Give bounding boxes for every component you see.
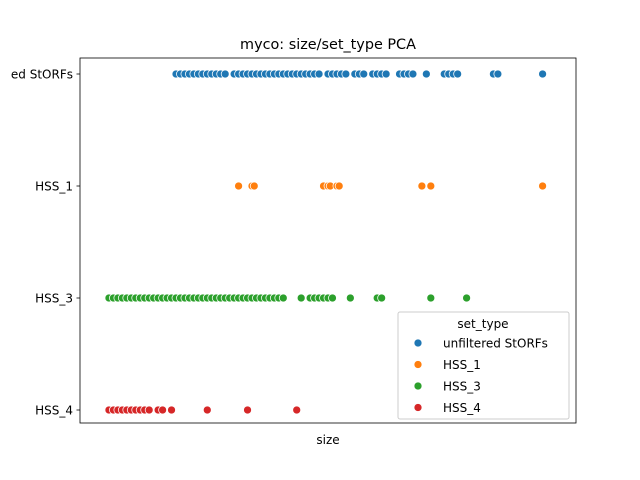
legend-title: set_type — [457, 317, 508, 331]
point-1-10 — [538, 181, 547, 191]
plot-frame — [79, 57, 577, 424]
point-3-11 — [158, 405, 167, 415]
x-axis-label: size — [316, 433, 339, 447]
legend-label-1: HSS_1 — [443, 358, 481, 372]
point-2-39 — [278, 293, 288, 303]
point-1-0 — [234, 181, 243, 191]
series-2 — [104, 293, 471, 303]
point-3-15 — [292, 405, 302, 415]
y-tick-labels: ed StORFs HSS_1 HSS_3 HSS_4 — [11, 68, 73, 418]
y-tick-label-hss1: HSS_1 — [35, 180, 73, 194]
legend-label-2: HSS_3 — [443, 380, 481, 394]
point-0-52 — [453, 69, 463, 79]
point-0-43 — [381, 69, 391, 79]
legend: set_type unfiltered StORFs HSS_1 HSS_3 HSS_… — [397, 311, 570, 420]
point-2-49 — [377, 293, 387, 303]
legend-marker-3 — [413, 403, 423, 412]
legend-box — [397, 311, 570, 420]
point-2-51 — [462, 293, 471, 303]
point-0-36 — [341, 69, 351, 79]
point-3-13 — [202, 405, 212, 415]
point-2-40 — [296, 293, 306, 303]
point-3-9 — [144, 405, 154, 415]
legend-marker-2 — [413, 381, 423, 391]
point-0-48 — [421, 69, 431, 79]
point-1-9 — [426, 181, 436, 191]
legend-entries: unfiltered StORFs HSS_1 HSS_3 HSS_4 — [413, 337, 548, 415]
point-0-55 — [538, 69, 547, 79]
y-tick-label-unfiltered: ed StORFs — [11, 68, 73, 82]
points-layer — [104, 69, 547, 415]
point-2-50 — [426, 293, 436, 303]
point-2-47 — [345, 293, 355, 303]
series-1 — [234, 181, 547, 191]
point-0-39 — [359, 69, 369, 79]
series-0 — [171, 69, 547, 79]
point-0-47 — [408, 69, 418, 79]
point-2-46 — [328, 293, 337, 303]
point-3-14 — [243, 405, 252, 415]
legend-marker-0 — [413, 338, 423, 348]
point-1-7 — [334, 181, 344, 191]
legend-label-3: HSS_4 — [443, 401, 481, 415]
point-1-8 — [417, 181, 427, 191]
point-0-11 — [220, 69, 230, 79]
y-tick-label-hss4: HSS_4 — [35, 404, 73, 418]
y-ticks — [76, 73, 80, 411]
legend-marker-1 — [413, 360, 423, 369]
point-1-2 — [249, 181, 259, 191]
point-0-54 — [493, 69, 503, 79]
series-3 — [104, 405, 302, 415]
point-3-12 — [167, 405, 176, 415]
point-0-31 — [314, 69, 324, 79]
chart-title: myco: size/set_type PCA — [240, 37, 416, 53]
y-tick-label-hss3: HSS_3 — [35, 292, 73, 306]
legend-label-0: unfiltered StORFs — [443, 337, 548, 351]
